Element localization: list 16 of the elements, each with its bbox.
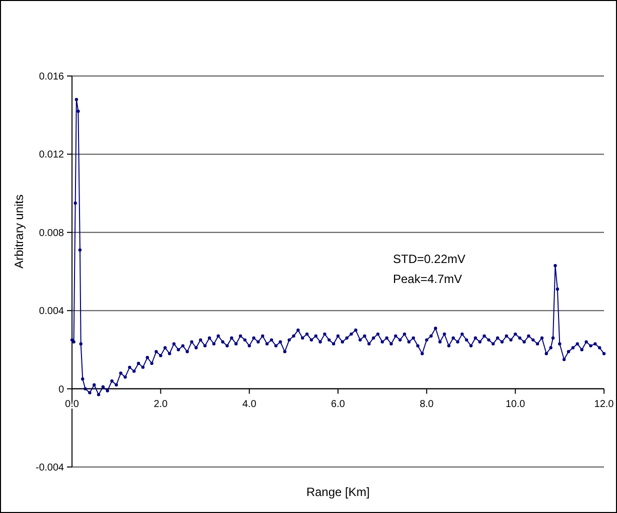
y-axis-title: Arbitrary units [12,194,26,269]
x-tick-label: 4.0 [242,398,257,410]
y-tick-label: -0.004 [36,462,64,474]
y-tick-label: 0 [58,384,64,396]
y-tick-label: 0.004 [38,306,64,318]
y-tick-label: 0.012 [38,150,64,161]
x-tick-label: 8.0 [420,398,434,410]
y-tick-label: 0.008 [38,228,64,239]
y-tick-label: 0.016 [38,72,64,82]
x-tick-label: 12.0 [594,398,614,410]
annotation: Peak=4.7mV [393,272,462,286]
x-axis-title: Range [Km] [306,485,370,499]
x-tick-label: 6.0 [331,398,346,410]
x-tick-label: 2.0 [154,398,168,410]
annotation: STD=0.22mV [393,252,466,266]
x-tick-label: 10.0 [506,398,526,410]
